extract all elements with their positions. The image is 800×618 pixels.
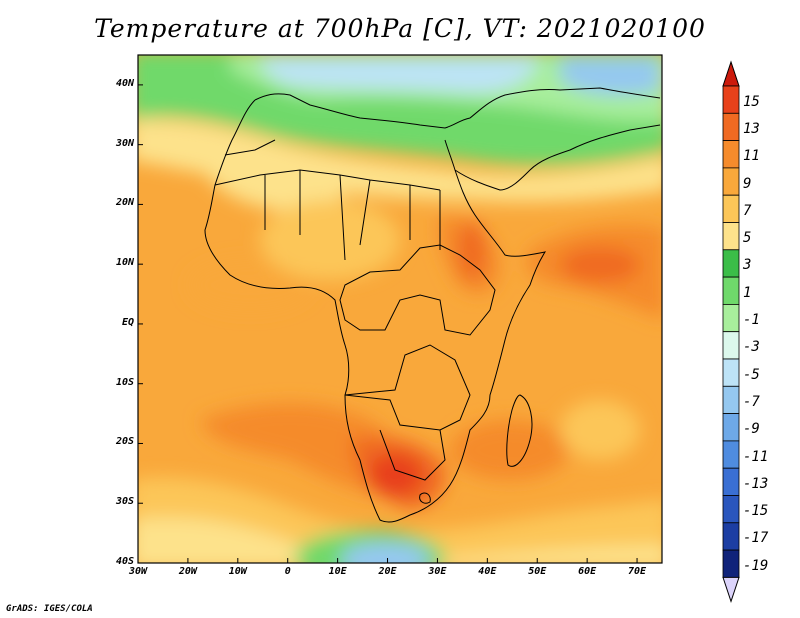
colorbar-label: 11	[743, 148, 760, 165]
lat-label: 40N	[115, 77, 134, 89]
colorbar-label: 13	[743, 120, 760, 137]
colorbar-cell	[722, 467, 740, 496]
colorbar-label: 9	[743, 175, 752, 192]
colorbar-top-arrow	[722, 60, 740, 87]
lon-label: 30W	[128, 566, 148, 577]
colorbar-label: -11	[743, 448, 769, 465]
colorbar-label: -7	[743, 393, 760, 410]
colorbar-label: 3	[743, 257, 752, 274]
lon-label: 10W	[228, 566, 247, 577]
colorbar-label: -15	[743, 503, 769, 520]
lat-label: 20S	[115, 436, 134, 448]
lat-label: 30S	[115, 496, 134, 508]
map-frame	[137, 54, 663, 564]
lon-label: 20W	[178, 566, 197, 577]
colorbar-cell	[722, 549, 740, 578]
lon-label: 50E	[528, 566, 547, 577]
colorbar-label: -17	[743, 530, 769, 547]
colorbar-cell	[722, 85, 740, 114]
colorbar-cell	[722, 495, 740, 524]
colorbar-label: 1	[743, 284, 752, 301]
colorbar-label: 5	[743, 230, 752, 247]
lon-label: 60E	[578, 566, 597, 577]
colorbar-label: 7	[743, 202, 752, 219]
colorbar-label: 15	[743, 93, 760, 110]
colorbar-label: -5	[743, 366, 760, 383]
lat-label: 30N	[115, 137, 134, 149]
colorbar-cell	[722, 140, 740, 169]
colorbar-cell	[722, 303, 740, 333]
colorbar-cell	[722, 522, 740, 551]
colorbar-cell	[722, 331, 740, 360]
lat-label: 10N	[115, 257, 134, 269]
lon-label: 40E	[478, 566, 497, 577]
lat-label: 20N	[115, 197, 134, 209]
colorbar-cell	[722, 222, 740, 251]
colorbar-cell	[722, 358, 740, 387]
colorbar-cell	[722, 413, 740, 442]
colorbar-cell	[722, 167, 740, 196]
colorbar-cell	[722, 440, 740, 469]
lat-label: 10S	[115, 376, 134, 388]
colorbar-cell	[722, 385, 740, 414]
colorbar-label: -1	[743, 312, 760, 329]
lon-label: 0	[284, 566, 291, 577]
colorbar-label: -3	[743, 339, 760, 356]
lat-label: EQ	[121, 316, 134, 328]
map-title: Temperature at 700hPa [C], VT: 202102010…	[94, 14, 706, 43]
colorbar-cell	[722, 276, 740, 305]
colorbar-label: -13	[743, 475, 769, 492]
lat-label: 40S	[115, 556, 134, 567]
lon-label: 10E	[328, 566, 347, 577]
temperature-field	[138, 55, 662, 563]
colorbar-bottom-arrow	[722, 576, 740, 603]
lon-label: 20E	[378, 566, 397, 577]
colorbar-label: -19	[743, 557, 769, 574]
colorbar-label: -9	[743, 421, 760, 438]
grads-credit: GrADS: IGES/COLA	[6, 604, 93, 614]
lon-label: 30E	[428, 566, 447, 577]
coastlines	[204, 87, 661, 523]
colorbar-cell	[722, 194, 740, 223]
colorbar-cell	[722, 249, 740, 278]
colorbar-cell	[722, 112, 740, 142]
lon-label: 70E	[628, 566, 647, 577]
